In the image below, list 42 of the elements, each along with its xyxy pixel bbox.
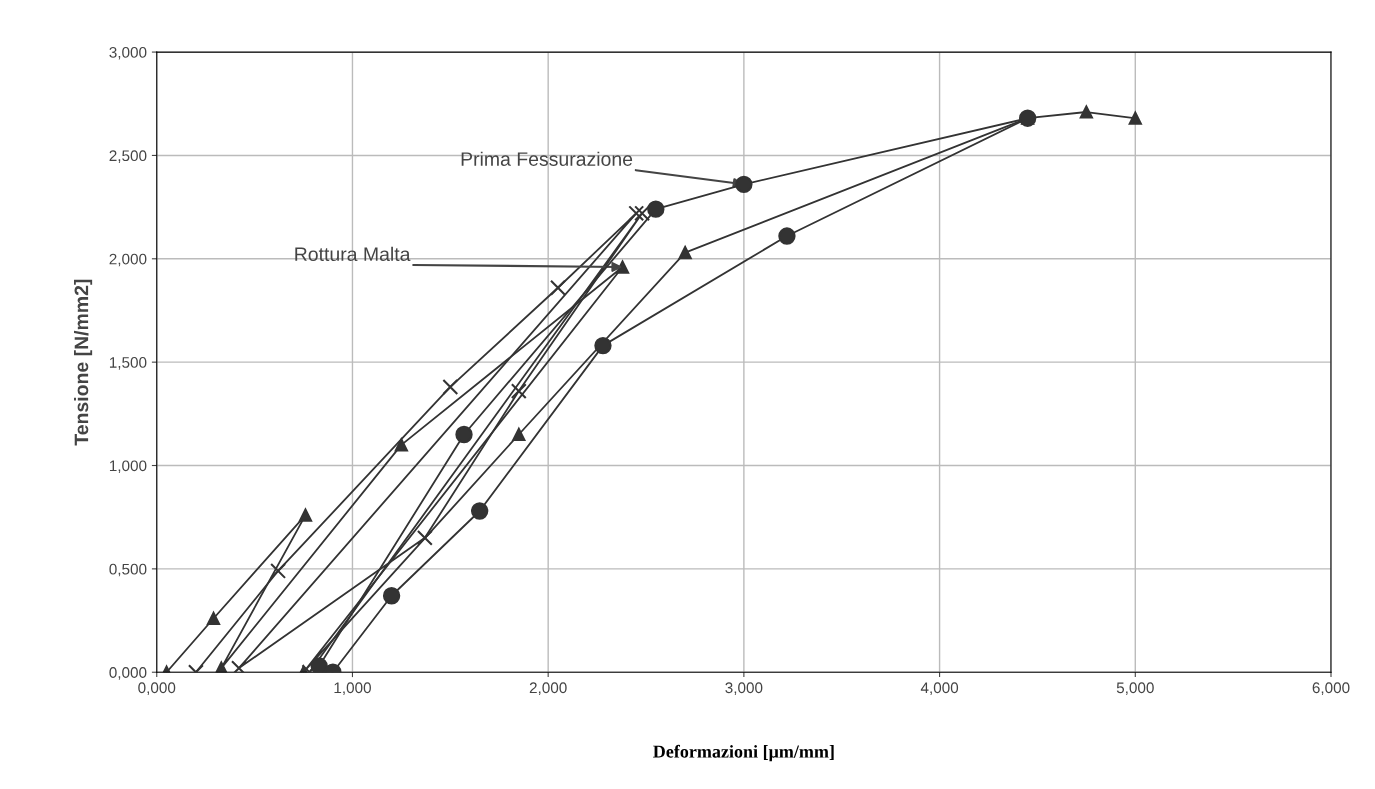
point — [634, 205, 651, 222]
y-axis-title: Tensione [N/mm2] — [74, 279, 93, 446]
point — [1079, 105, 1093, 119]
x-tick-label: 5,000 — [1116, 682, 1154, 695]
y-tick-label: 3,000 — [109, 46, 147, 60]
point — [270, 562, 287, 579]
point — [455, 425, 473, 444]
point — [594, 336, 612, 355]
x-tick-label: 3,000 — [725, 682, 763, 695]
y-tick-label: 0,000 — [109, 667, 147, 680]
x-tick-label: 4,000 — [920, 682, 959, 695]
point — [416, 529, 433, 546]
point — [549, 279, 566, 296]
point — [678, 245, 692, 260]
point — [735, 175, 753, 194]
x-tick-label: 0,000 — [138, 682, 176, 695]
y-tick-label: 2,000 — [109, 253, 147, 267]
point — [510, 383, 527, 400]
y-tick-label: 2,500 — [109, 150, 147, 163]
point — [230, 660, 247, 673]
x-tick-label: 6,000 — [1312, 682, 1350, 695]
point — [298, 508, 313, 522]
point — [778, 227, 796, 245]
point — [382, 587, 401, 605]
point — [394, 438, 408, 452]
annotation: Rottura Malta — [295, 246, 411, 262]
x-tick-label: 2,000 — [529, 682, 567, 695]
y-tick-label: 0,500 — [109, 563, 147, 577]
point — [206, 611, 221, 626]
y-tick-label: 1,000 — [109, 460, 147, 473]
point — [647, 200, 665, 218]
point — [1128, 111, 1142, 125]
point — [470, 502, 489, 520]
y-tick-label: 1,500 — [109, 357, 147, 370]
point — [615, 260, 630, 274]
point — [442, 378, 459, 395]
annotation: Prima Fessurazione — [461, 151, 633, 166]
x-axis-title: Deformazioni [μm/mm] — [653, 744, 834, 762]
point — [628, 205, 645, 222]
x-tick-label: 1,000 — [334, 682, 371, 695]
point — [512, 427, 526, 442]
point — [310, 657, 328, 673]
